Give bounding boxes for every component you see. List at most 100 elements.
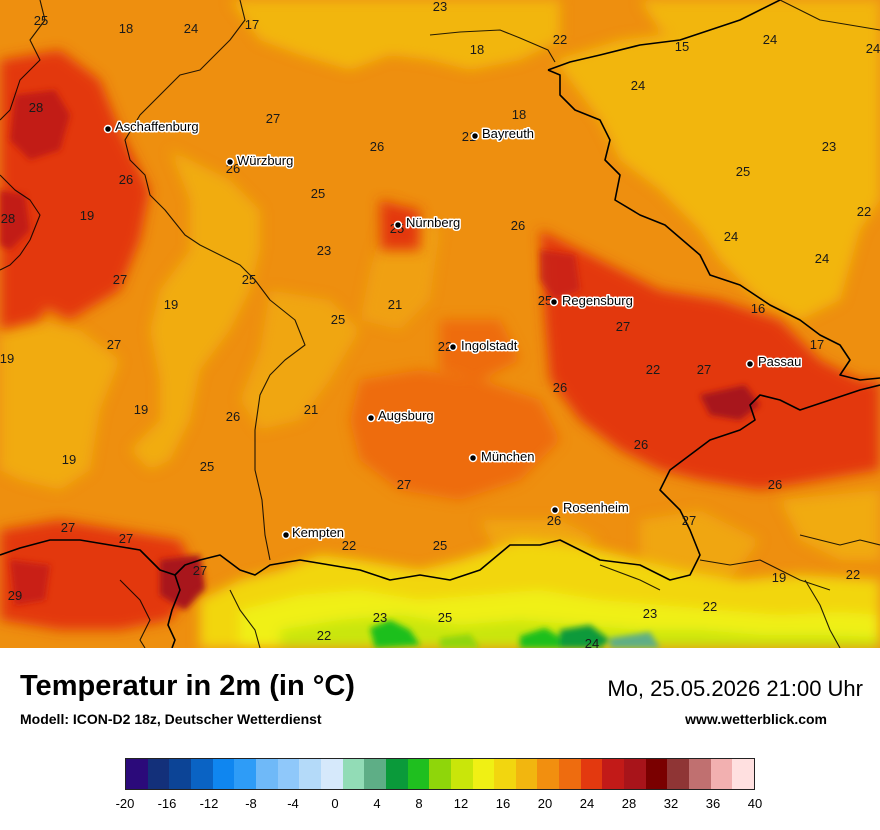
legend-swatch (320, 759, 343, 789)
legend-swatch (667, 759, 690, 789)
color-scale-legend (125, 758, 755, 790)
city-label: Nürnberg (406, 215, 460, 230)
legend-tick: 24 (579, 796, 595, 811)
legend-swatch (234, 759, 256, 789)
temperature-value: 27 (266, 111, 280, 126)
temperature-value: 19 (62, 452, 76, 467)
city-label: Augsburg (378, 408, 434, 423)
temperature-value: 22 (342, 538, 356, 553)
legend-swatch (515, 759, 538, 789)
temperature-value: 17 (810, 337, 824, 352)
city-dot-icon (225, 157, 235, 167)
city-bayreuth[interactable]: Bayreuth (470, 125, 536, 143)
temperature-value: 26 (226, 409, 240, 424)
temperature-value: 27 (682, 513, 696, 528)
city-dot-icon (448, 342, 458, 352)
legend-swatch (602, 759, 625, 789)
city-label: Ingolstadt (461, 338, 518, 353)
legend-tick: -16 (157, 796, 177, 811)
legend-swatch (732, 759, 755, 789)
temperature-value: 27 (193, 563, 207, 578)
legend-tick: 0 (331, 796, 339, 811)
city-label: Würzburg (237, 153, 293, 168)
legend-tick: -20 (115, 796, 135, 811)
temperature-value: 27 (61, 520, 75, 535)
legend-tick: -8 (245, 796, 257, 811)
temperature-value: 25 (200, 459, 214, 474)
temperature-value: 17 (245, 17, 259, 32)
temperature-value: 19 (80, 208, 94, 223)
legend-swatch (385, 759, 408, 789)
city-dot-icon (366, 413, 376, 423)
temperature-value: 26 (370, 139, 384, 154)
temperature-value: 25 (538, 293, 552, 308)
legend-swatch (580, 759, 603, 789)
legend-swatch (407, 759, 430, 789)
website-link[interactable]: www.wetterblick.com (685, 711, 827, 727)
temperature-value: 26 (634, 437, 648, 452)
legend-swatch (624, 759, 646, 789)
temperature-value: 24 (631, 78, 645, 93)
city-ingolstadt[interactable]: Ingolstadt (448, 337, 519, 355)
temperature-value: 18 (470, 42, 484, 57)
map-title: Temperatur in 2m (in °C) (20, 670, 355, 702)
temperature-value: 19 (772, 570, 786, 585)
legend-swatch (689, 759, 711, 789)
temperature-value: 24 (585, 636, 599, 648)
legend-swatch (364, 759, 386, 789)
city-muenchen[interactable]: München (468, 448, 536, 466)
legend-tick: 32 (663, 796, 679, 811)
legend-swatch (472, 759, 495, 789)
temperature-value: 22 (553, 32, 567, 47)
city-label: Aschaffenburg (115, 119, 199, 134)
temperature-value: 22 (438, 339, 452, 354)
city-augsburg[interactable]: Augsburg (366, 407, 435, 425)
temperature-value: 19 (164, 297, 178, 312)
temperature-values: 25 18 24 17 23 22 15 24 24 18 28 27 21 2… (0, 0, 880, 648)
city-label: Rosenheim (563, 500, 629, 515)
temperature-value: 26 (553, 380, 567, 395)
legend-swatch (645, 759, 668, 789)
temperature-value: 23 (822, 139, 836, 154)
city-label: Passau (758, 354, 801, 369)
city-kempten[interactable]: Kempten (281, 524, 346, 542)
legend-swatch (494, 759, 516, 789)
city-wuerzburg[interactable]: Würzburg (225, 152, 295, 170)
temperature-value: 18 (119, 21, 133, 36)
temperature-value: 27 (397, 477, 411, 492)
temperature-value: 22 (646, 362, 660, 377)
legend-tick-labels: -20 -16 -12 -8 -4 0 4 8 12 16 20 24 28 32 36 40 (116, 796, 763, 814)
city-label: Bayreuth (482, 126, 534, 141)
legend-swatch (277, 759, 300, 789)
legend-swatch (255, 759, 278, 789)
temperature-value: 25 (34, 13, 48, 28)
legend-swatch (169, 759, 191, 789)
legend-swatch (126, 759, 148, 789)
city-aschaffenburg[interactable]: Aschaffenburg (103, 118, 200, 136)
map-canvas: 25 18 24 17 23 22 15 24 24 18 28 27 21 2… (0, 0, 880, 648)
temperature-map: 25 18 24 17 23 22 15 24 24 18 28 27 21 2… (0, 0, 880, 648)
temperature-field-dark-red (0, 90, 760, 610)
temperature-value: 21 (388, 297, 402, 312)
city-dot-icon (745, 359, 755, 369)
temperature-value: 24 (815, 251, 829, 266)
city-nuernberg[interactable]: Nürnberg (393, 214, 462, 232)
city-regensburg[interactable]: Regensburg (549, 292, 634, 310)
temperature-value: 23 (643, 606, 657, 621)
city-dot-icon (550, 505, 560, 515)
legend-swatch (450, 759, 473, 789)
city-label: Regensburg (562, 293, 633, 308)
legend-swatch (212, 759, 235, 789)
city-passau[interactable]: Passau (745, 353, 803, 371)
temperature-value: 24 (763, 32, 777, 47)
model-source: Modell: ICON-D2 18z, Deutscher Wetterdie… (20, 711, 322, 727)
temperature-value: 25 (331, 312, 345, 327)
temperature-value: 25 (438, 610, 452, 625)
city-dot-icon (103, 124, 113, 134)
temperature-value: 24 (184, 21, 198, 36)
temperature-value: 25 (736, 164, 750, 179)
legend-swatch (429, 759, 451, 789)
temperature-value: 19 (134, 402, 148, 417)
city-rosenheim[interactable]: Rosenheim (550, 499, 630, 517)
temperature-value: 27 (113, 272, 127, 287)
